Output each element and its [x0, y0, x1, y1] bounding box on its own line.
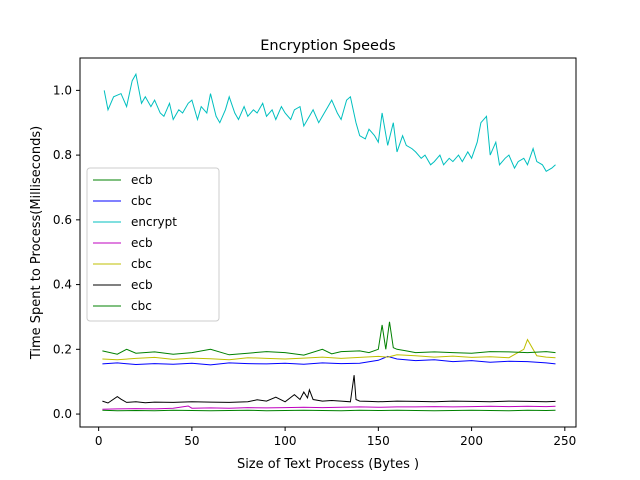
- x-axis: 0 50 100 150 200 250: [95, 427, 576, 448]
- series-line-5-ecb: [102, 375, 556, 404]
- series-line-3-ecb: [102, 405, 556, 410]
- y-tick-label: 0.4: [53, 278, 72, 292]
- legend-label: cbc: [131, 257, 152, 271]
- y-tick-label: 0.8: [53, 148, 72, 162]
- series-line-6-cbc: [102, 321, 556, 356]
- y-axis-label: Time Spent to Process(Milliseconds): [29, 126, 44, 360]
- plot-area: [102, 72, 556, 412]
- y-tick-label: 1.0: [53, 83, 72, 97]
- y-axis: 0.0 0.2 0.4 0.6 0.8 1.0: [53, 83, 80, 421]
- x-tick-label: 50: [184, 434, 199, 448]
- y-tick-label: 0.2: [53, 342, 72, 356]
- series-line-2-encrypt: [103, 72, 556, 172]
- legend-box: [86, 167, 220, 322]
- x-tick-label: 0: [95, 434, 103, 448]
- x-tick-label: 200: [460, 434, 483, 448]
- legend-label: ecb: [131, 278, 153, 292]
- x-tick-label: 150: [367, 434, 390, 448]
- axes-frame: [79, 57, 577, 428]
- y-tick-label: 0.6: [53, 213, 72, 227]
- chart-title: Encryption Speeds: [260, 38, 395, 54]
- legend-label: encrypt: [131, 215, 177, 229]
- y-tick-label: 0.0: [53, 407, 72, 421]
- legend-label: cbc: [131, 194, 152, 208]
- x-tick-label: 100: [274, 434, 297, 448]
- legend-label: ecb: [131, 173, 153, 187]
- series-line-1-cbc: [102, 355, 556, 366]
- legend: ecb cbc encrypt ecb cbc ecb cbc: [86, 167, 220, 322]
- series-line-4-cbc: [102, 338, 556, 361]
- legend-label: cbc: [131, 299, 152, 313]
- x-tick-label: 250: [553, 434, 576, 448]
- series-line-0-ecb: [102, 409, 556, 412]
- x-axis-label: Size of Text Process (Bytes ): [237, 457, 419, 472]
- legend-label: ecb: [131, 236, 153, 250]
